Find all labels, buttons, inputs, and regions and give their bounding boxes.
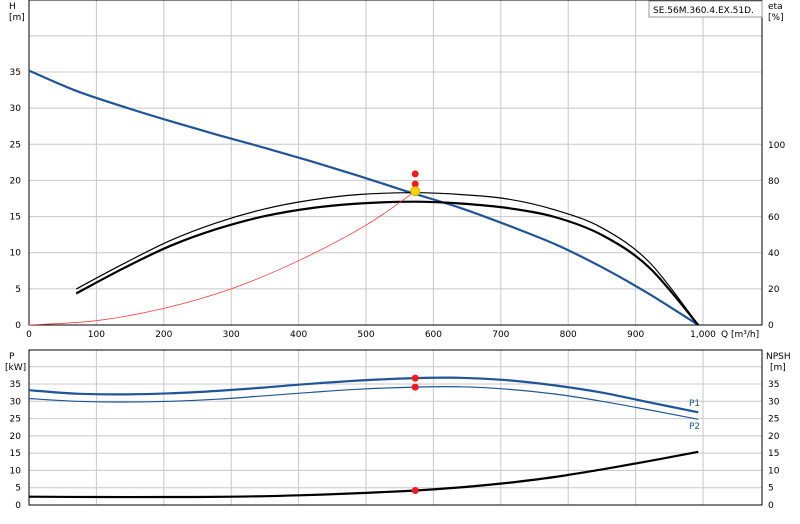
bottom-right-tick-label: 20 (768, 432, 780, 442)
bottom-right-tick-label: 0 (768, 501, 774, 511)
top-x-tick-label: 400 (290, 330, 307, 340)
duty-point-marker (411, 486, 419, 494)
bottom-left-tick-label: 30 (10, 397, 22, 407)
top-left-tick-label: 0 (15, 321, 21, 331)
top-right-tick-label: 80 (768, 177, 780, 187)
bottom-right-axis-unit: [m] (770, 363, 786, 373)
bottom-right-tick-label: 10 (768, 466, 780, 476)
top-x-tick-label: 500 (357, 330, 374, 340)
top-x-axis-label: Q [m³/h] (721, 330, 759, 340)
top-left-axis-unit: [m] (9, 13, 25, 23)
duty-point-marker (411, 170, 419, 178)
bottom-right-tick-label: 25 (768, 415, 779, 425)
top-x-tick-label: 900 (627, 330, 644, 340)
bottom-right-tick-label: 5 (768, 484, 774, 494)
bottom-frame (28, 349, 763, 506)
bottom-chart-series (28, 376, 699, 499)
top-chart-series (28, 69, 700, 326)
bottom-left-axis-label: P (9, 352, 15, 362)
bottom-right-tick-label: 15 (768, 449, 779, 459)
series-eta_inner (75, 200, 700, 326)
series-p2 (28, 386, 699, 420)
bottom-left-axis-unit: [kW] (5, 363, 26, 373)
duty-point-marker (411, 374, 419, 382)
top-chart-grid (28, 0, 763, 326)
top-right-tick-label: 100 (768, 141, 785, 151)
top-left-tick-label: 35 (10, 68, 21, 78)
series-label-p1: P1 (689, 399, 700, 409)
top-x-tick-label: 200 (155, 330, 172, 340)
top-x-tick-label: 1,000 (690, 330, 716, 340)
top-right-axis-label: eta (768, 2, 783, 12)
bottom-left-tick-label: 5 (15, 484, 21, 494)
bottom-left-tick-label: 10 (10, 466, 22, 476)
top-x-tick-label: 300 (223, 330, 240, 340)
bottom-left-tick-label: 15 (10, 449, 21, 459)
top-x-tick-label: 0 (26, 330, 32, 340)
top-x-tick-label: 800 (560, 330, 577, 340)
series-npsh (28, 450, 699, 499)
bottom-left-tick-label: 20 (10, 432, 22, 442)
bottom-right-tick-label: 30 (768, 397, 780, 407)
top-x-tick-label: 100 (88, 330, 105, 340)
series-eta_outer (75, 192, 699, 326)
top-right-tick-label: 60 (768, 213, 780, 223)
duty-point-marker (411, 180, 419, 188)
bottom-right-tick-label: 35 (768, 380, 779, 390)
model-label-box (648, 0, 763, 18)
series-system (28, 190, 416, 326)
top-left-axis-label: H (9, 2, 16, 12)
bottom-left-tick-label: 0 (15, 501, 21, 511)
series-label-p2: P2 (689, 422, 700, 432)
bottom-chart-grid (28, 349, 763, 506)
top-left-tick-label: 15 (10, 213, 21, 223)
bottom-left-tick-label: 25 (10, 415, 21, 425)
series-p1 (28, 376, 699, 414)
top-left-tick-label: 25 (10, 140, 21, 150)
bottom-chart-ticks: 0 5 10 15 20 25 30 35 0 5 10 15 20 25 30 35 (10, 380, 780, 511)
top-right-tick-label: 20 (768, 285, 780, 295)
top-x-tick-label: 600 (425, 330, 442, 340)
model-label: SE.56M.360.4.EX.51D. (653, 6, 754, 16)
bottom-right-axis-label: NPSH (766, 352, 791, 362)
top-chart-ticks: 0 100 200 300 400 500 600 700 800 900 1,0000510152… (10, 68, 786, 340)
top-left-tick-label: 30 (10, 104, 22, 114)
bottom-left-tick-label: 35 (10, 380, 21, 390)
top-right-axis-unit: [%] (768, 13, 784, 23)
top-x-tick-label: 700 (492, 330, 509, 340)
top-frame (28, 0, 763, 326)
duty-point-marker (410, 186, 421, 197)
duty-point-markers (410, 170, 421, 494)
top-left-tick-label: 20 (10, 176, 22, 186)
duty-point-marker (411, 383, 419, 391)
top-left-tick-label: 5 (15, 285, 21, 295)
top-right-tick-label: 0 (768, 321, 774, 331)
top-left-tick-label: 10 (10, 249, 22, 259)
top-right-tick-label: 40 (768, 249, 780, 259)
series-head (28, 69, 699, 326)
